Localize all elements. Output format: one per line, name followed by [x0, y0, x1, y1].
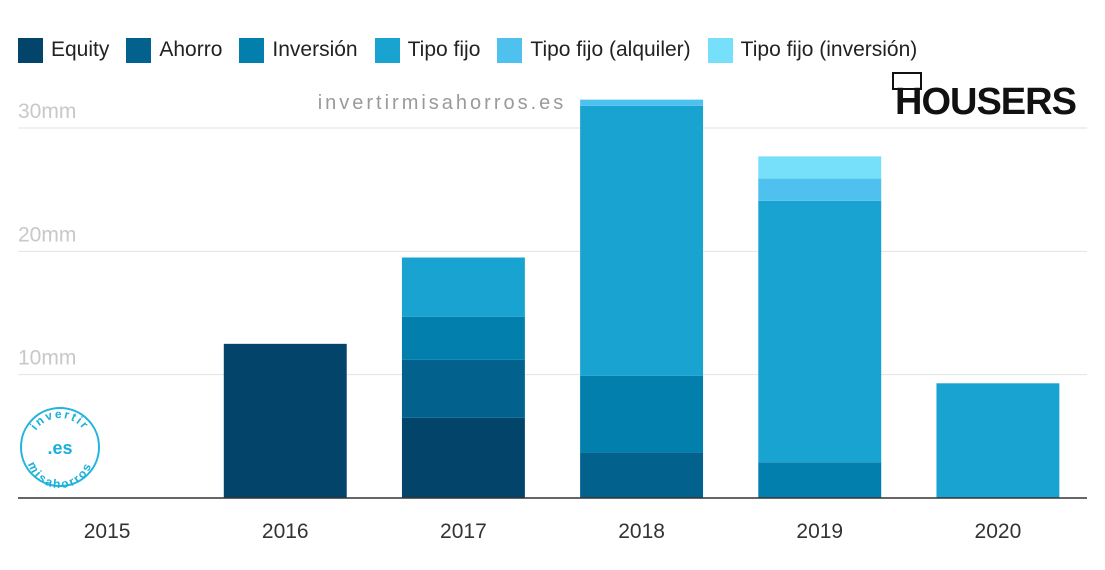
x-tick-label: 2016: [262, 520, 309, 543]
bar-segment: [580, 105, 704, 376]
legend-item: Tipo fijo (alquiler): [497, 37, 691, 63]
legend-swatch: [707, 37, 733, 63]
x-tick-label: 2015: [84, 520, 131, 543]
legend-label: Inversión: [272, 38, 358, 61]
bar-segment: [580, 452, 704, 498]
housers-logo: HOUSERS: [892, 72, 1077, 123]
gridlines: [18, 127, 1087, 376]
y-tick-label: 10mm: [18, 347, 76, 370]
x-tick-label: 2020: [975, 520, 1022, 543]
housers-logo-text: HOUSERS: [895, 81, 1076, 123]
watermark-text: invertirmisahorros.es: [318, 92, 567, 114]
bar-segment: [580, 375, 704, 453]
legend-swatch: [374, 37, 400, 63]
legend-item: Ahorro: [126, 37, 223, 63]
y-axis-labels: 10mm 20mm 30mm: [18, 100, 76, 370]
y-tick-label: 20mm: [18, 223, 76, 246]
bar-segment: [758, 178, 882, 201]
badge-middle-text: .es: [47, 438, 72, 458]
bar-segment: [758, 462, 882, 498]
bars: [223, 99, 1060, 498]
bar-segment: [580, 99, 704, 106]
legend-item: Tipo fijo: [374, 37, 481, 63]
legend-item: Inversión: [239, 37, 358, 63]
legend-label: Tipo fijo (alquiler): [530, 38, 691, 61]
x-axis-labels: 2015 2016 2017 2018 2019 2020: [84, 520, 1022, 543]
bar-segment: [401, 417, 525, 498]
x-tick-label: 2019: [796, 520, 843, 543]
legend-item: Equity: [18, 37, 110, 63]
bar-segment: [758, 200, 882, 463]
bar-segment: [401, 257, 525, 317]
legend-swatch: [126, 37, 152, 63]
legend-label: Equity: [51, 38, 110, 61]
housers-logo-mark: [892, 72, 922, 90]
bar-segment: [223, 343, 347, 498]
x-tick-label: 2018: [618, 520, 665, 543]
bar-segment: [401, 359, 525, 418]
y-tick-label: 30mm: [18, 100, 76, 123]
legend-swatch: [18, 37, 43, 63]
legend-label: Tipo fijo (inversión): [740, 38, 918, 61]
legend-item: Tipo fijo (inversión): [707, 37, 918, 63]
bar-segment: [401, 316, 525, 360]
bar-segment: [936, 383, 1060, 498]
chart-legend: Equity Ahorro Inversión Tipo fijo Tipo fijo …: [18, 36, 934, 64]
legend-swatch: [497, 37, 523, 63]
bar-segment: [758, 156, 882, 179]
invertir-badge: invertir .es misahorros: [20, 407, 100, 491]
legend-label: Ahorro: [159, 38, 223, 61]
legend-label: Tipo fijo: [407, 38, 481, 61]
x-tick-label: 2017: [440, 520, 487, 543]
legend-swatch: [239, 37, 265, 63]
badge-circle: [20, 407, 100, 487]
